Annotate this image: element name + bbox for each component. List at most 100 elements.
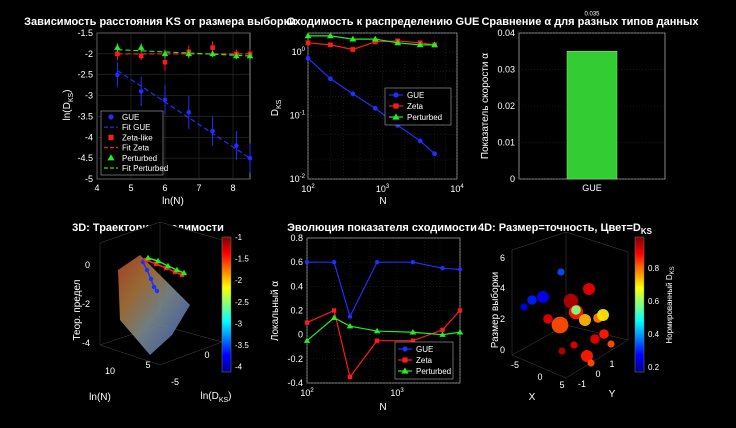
legend-label: Perturbed: [122, 154, 157, 163]
legend-label: Zeta: [407, 102, 424, 111]
x-tick-label: 103: [376, 184, 390, 194]
data-point: [457, 267, 463, 272]
p5-ylabel: Локальный α: [270, 281, 281, 341]
data-point: [440, 266, 445, 271]
y-tick-label: -5: [171, 377, 179, 387]
y-tick-label: 0: [204, 350, 209, 360]
data-point: [346, 323, 354, 329]
z-tick-label: -4: [82, 338, 90, 348]
colorbar-tick-label: -1.5: [235, 255, 249, 264]
p4-colorbar: [221, 236, 232, 373]
p6-title-main: 4D: Размер=точность, Цвет=D: [478, 222, 641, 234]
y-tick-label: -2: [85, 49, 93, 59]
bar: [566, 51, 618, 180]
x-tick-label-base: 10: [390, 388, 400, 398]
y-tick-label: 0: [595, 369, 600, 379]
data-point: [457, 308, 463, 313]
p4-surface: [118, 255, 190, 355]
p6-box-edge: [565, 324, 629, 341]
legend-marker: [108, 114, 114, 120]
z-tick-label: 2: [500, 314, 505, 324]
x-tick-label: 7: [196, 183, 201, 193]
legend-marker: [392, 113, 400, 120]
data-point: [304, 259, 310, 265]
data-point: [374, 259, 380, 265]
x-tick-label-base: 10: [376, 184, 386, 194]
data-point: [394, 39, 402, 46]
scatter-point: [587, 359, 595, 367]
data-point: [330, 314, 338, 320]
trajectory-point: [144, 267, 150, 273]
p2-legend: GUE Zeta Perturbed: [384, 87, 452, 126]
data-point: [410, 338, 416, 343]
p2-ylabel-main: D: [270, 109, 281, 116]
p4-ylabel: ln(DKS): [200, 391, 231, 404]
legend-marker: [393, 92, 399, 98]
data-point: [138, 53, 144, 59]
scatter-point: [537, 291, 549, 303]
scatter-point: [520, 303, 528, 311]
trajectory-point: [180, 269, 188, 276]
z-tick-label: 0: [85, 260, 90, 270]
legend-marker: [401, 367, 409, 374]
trajectory-point: [154, 288, 160, 294]
y-tick-label: -4: [85, 132, 93, 142]
y-tick-label: -0.4: [287, 378, 303, 388]
x-tick-label: 0: [537, 372, 542, 382]
fit-line: [117, 70, 251, 159]
x-tick-label: 8: [230, 183, 235, 193]
data-point: [350, 91, 356, 97]
p1-ylabel-sub: KS: [68, 93, 75, 103]
data-point: [409, 329, 417, 335]
data-point: [372, 105, 378, 111]
data-point: [210, 128, 215, 134]
data-point: [162, 59, 168, 65]
p1-ylabel-end: ): [62, 89, 73, 92]
y-tick-label: -0.2: [287, 354, 303, 364]
trajectory-point: [154, 257, 162, 264]
x-tick-label: 4: [94, 183, 99, 193]
data-point: [305, 55, 311, 61]
data-point: [328, 42, 333, 48]
legend-marker: [108, 134, 114, 140]
x-tick-label-exp: 2: [310, 388, 314, 394]
y-tick-label-base: 10: [290, 174, 300, 184]
scatter-point: [570, 341, 578, 349]
data-point: [432, 151, 437, 157]
y-tick-label: 0.6: [290, 257, 303, 267]
data-point: [372, 39, 378, 45]
x-tick-label: 103: [390, 388, 404, 398]
p2-ylabel: DKS: [270, 99, 283, 116]
colorbar-tick-label: 0.8: [648, 264, 660, 273]
z-tick-label: 6: [500, 253, 505, 263]
y-tick-label-base: 10: [292, 47, 302, 57]
p1-title: Зависимость расстояния KS от размера выб…: [24, 16, 296, 28]
trajectory-point: [153, 261, 159, 267]
z-tick-label: -2: [82, 299, 90, 309]
y-tick-label-exp: -2: [300, 174, 306, 180]
scatter-point: [543, 314, 553, 324]
p2-ylabel-sub: KS: [276, 99, 283, 109]
y-tick-label: 0.2: [290, 306, 303, 316]
legend-marker: [402, 357, 408, 363]
colorbar-tick-label: 0.2: [648, 363, 660, 372]
x-tick-label: 6: [162, 183, 167, 193]
data-point: [371, 35, 379, 42]
data-point: [439, 331, 446, 337]
data-point: [440, 327, 445, 333]
data-point: [185, 50, 193, 57]
p6-ylabel: Y: [609, 389, 616, 400]
x-tick-label: 5: [128, 183, 133, 193]
data-point: [305, 40, 311, 46]
y-tick-label: 10-2: [290, 174, 306, 184]
scatter-point: [583, 283, 595, 295]
x-tick-label-exp: 3: [400, 388, 404, 394]
y-tick-label: 100: [292, 47, 306, 57]
colorbar-tick-label: 0.4: [648, 330, 660, 339]
legend-label: GUE: [407, 91, 424, 100]
data-point: [138, 89, 144, 94]
